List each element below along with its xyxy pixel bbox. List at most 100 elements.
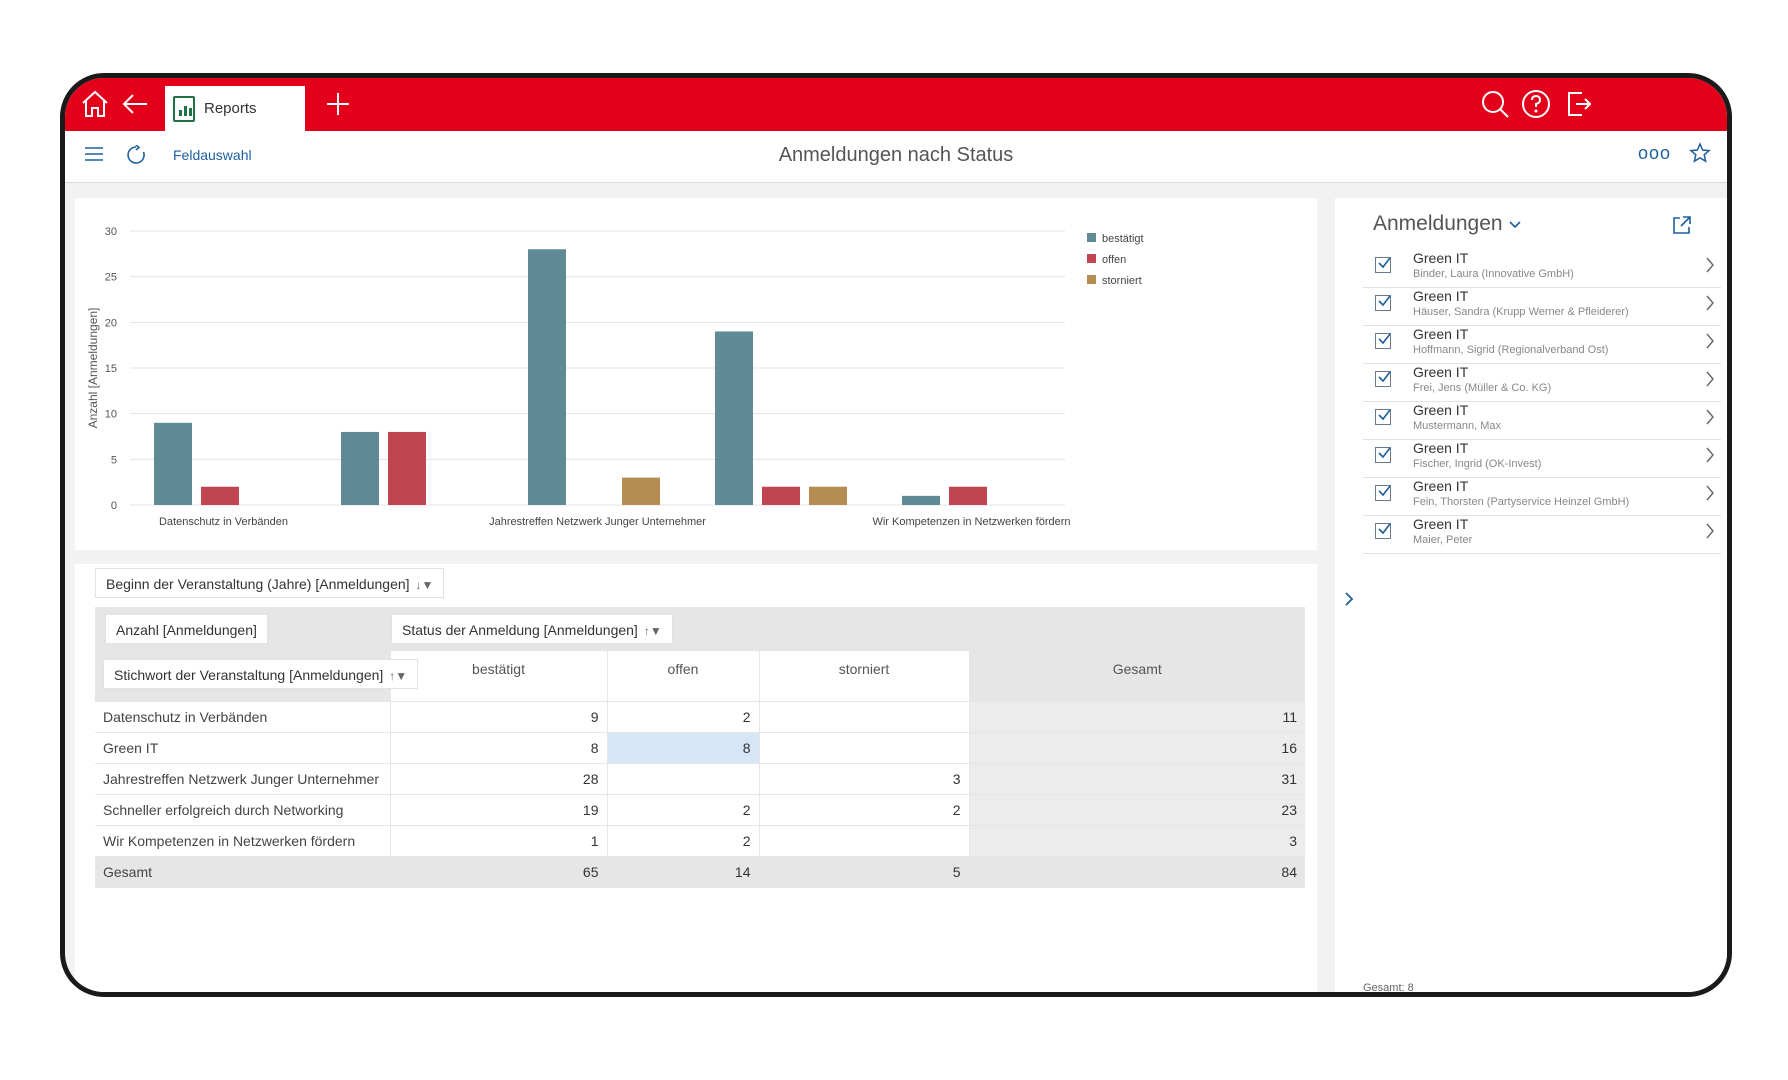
cell[interactable]: 1: [389, 825, 607, 857]
refresh-icon[interactable]: [126, 144, 146, 170]
cell[interactable]: [758, 701, 969, 733]
chevron-right-icon[interactable]: [1705, 522, 1715, 545]
cell[interactable]: [758, 732, 969, 764]
cell[interactable]: 2: [606, 825, 759, 857]
list-item[interactable]: Green IT Maier, Peter: [1363, 511, 1721, 554]
page-title: Anmeldungen nach Status: [778, 144, 1014, 166]
checkbox-checked-icon[interactable]: [1375, 333, 1391, 349]
sort-filter-icon[interactable]: ↓▼: [415, 578, 434, 592]
total-cell[interactable]: 23: [968, 794, 1305, 826]
hamburger-menu-icon[interactable]: [85, 147, 103, 166]
list-title-dropdown[interactable]: Anmeldungen: [1373, 212, 1522, 236]
total-cell[interactable]: 84: [968, 856, 1305, 888]
column-header[interactable]: Gesamt: [968, 651, 1305, 702]
app-header: Reports: [65, 78, 1727, 131]
list-item[interactable]: Green IT Fein, Thorsten (Partyservice Hei…: [1363, 473, 1721, 516]
filter-field-chip[interactable]: Beginn der Veranstaltung (Jahre) [Anmeld…: [95, 568, 445, 598]
bar: [528, 249, 566, 505]
more-options-icon[interactable]: ooo: [1637, 143, 1671, 163]
chevron-right-icon[interactable]: [1705, 256, 1715, 279]
legend-label: bestätigt: [1102, 233, 1144, 245]
chevron-right-icon[interactable]: [1705, 408, 1715, 431]
total-cell[interactable]: 14: [606, 856, 759, 888]
table-row[interactable]: Wir Kompetenzen in Netzwerken fördern 1 …: [95, 825, 1305, 857]
back-icon[interactable]: [117, 86, 153, 122]
favorite-star-icon[interactable]: [1689, 142, 1711, 169]
total-row[interactable]: Gesamt 65 14 5 84: [95, 856, 1305, 888]
plus-icon[interactable]: [320, 86, 356, 122]
chevron-right-icon[interactable]: [1705, 294, 1715, 317]
y-tick-label: 5: [111, 454, 117, 466]
list-item[interactable]: Green IT Fischer, Ingrid (OK-Invest): [1363, 435, 1721, 478]
checkbox-checked-icon[interactable]: [1375, 371, 1391, 387]
cell[interactable]: 19: [389, 794, 607, 826]
table-row[interactable]: Jahrestreffen Netzwerk Junger Unternehme…: [95, 763, 1305, 795]
total-cell[interactable]: 65: [389, 856, 607, 888]
cell[interactable]: 2: [606, 701, 759, 733]
chevron-right-icon[interactable]: [1705, 332, 1715, 355]
row-field-label: Stichwort der Veranstaltung [Anmeldungen…: [114, 667, 384, 683]
list-item[interactable]: Green IT Mustermann, Max: [1363, 397, 1721, 440]
measure-field-chip[interactable]: Anzahl [Anmeldungen]: [105, 614, 268, 644]
toolbar: Feldauswahl Anmeldungen nach Status ooo: [65, 131, 1727, 183]
column-header[interactable]: bestätigt: [389, 651, 607, 702]
cell[interactable]: 2: [606, 794, 759, 826]
logout-icon[interactable]: [1560, 86, 1596, 122]
table-row[interactable]: Green IT 8 8 16: [95, 732, 1305, 764]
row-label: Datenschutz in Verbänden: [95, 701, 390, 733]
spreadsheet-icon: [173, 95, 195, 122]
list-item[interactable]: Green IT Häuser, Sandra (Krupp Werner & P…: [1363, 283, 1721, 326]
list-item-subtitle: Maier, Peter: [1413, 534, 1473, 546]
field-selection-link[interactable]: Feldauswahl: [173, 147, 252, 163]
cell[interactable]: 9: [389, 701, 607, 733]
total-cell[interactable]: 31: [968, 763, 1305, 795]
row-label: Schneller erfolgreich durch Networking: [95, 794, 390, 826]
bar: [341, 431, 379, 505]
cell[interactable]: 2: [758, 794, 969, 826]
selected-cell[interactable]: 8: [606, 732, 759, 764]
checkbox-checked-icon[interactable]: [1375, 485, 1391, 501]
chevron-right-icon[interactable]: [1343, 591, 1355, 612]
column-field-chip[interactable]: Status der Anmeldung [Anmeldungen] ↑▼: [391, 614, 673, 644]
cell[interactable]: [606, 763, 759, 795]
row-label: Green IT: [95, 732, 390, 764]
table-row[interactable]: Datenschutz in Verbänden 9 2 11: [95, 701, 1305, 733]
total-cell[interactable]: 16: [968, 732, 1305, 764]
tab-reports[interactable]: Reports: [165, 86, 305, 131]
column-header[interactable]: storniert: [758, 651, 969, 702]
checkbox-checked-icon[interactable]: [1375, 523, 1391, 539]
chevron-right-icon[interactable]: [1705, 370, 1715, 393]
list-item[interactable]: Green IT Frei, Jens (Müller & Co. KG): [1363, 359, 1721, 402]
total-cell[interactable]: 3: [968, 825, 1305, 857]
checkbox-checked-icon[interactable]: [1375, 447, 1391, 463]
column-header[interactable]: offen: [606, 651, 759, 702]
legend-label: offen: [1102, 254, 1126, 266]
cell[interactable]: 8: [389, 732, 607, 764]
checkbox-checked-icon[interactable]: [1375, 257, 1391, 273]
help-icon[interactable]: [1518, 86, 1554, 122]
total-cell[interactable]: 5: [758, 856, 969, 888]
list-item-title: Green IT: [1413, 402, 1469, 418]
checkbox-checked-icon[interactable]: [1375, 295, 1391, 311]
bar: [201, 486, 239, 505]
search-icon[interactable]: [1477, 86, 1513, 122]
list-item[interactable]: Green IT Hoffmann, Sigrid (Regionalverban…: [1363, 321, 1721, 364]
row-field-chip[interactable]: Stichwort der Veranstaltung [Anmeldungen…: [103, 659, 419, 689]
cell[interactable]: 28: [389, 763, 607, 795]
y-tick-label: 25: [105, 272, 117, 284]
sort-filter-icon[interactable]: ↑▼: [643, 624, 662, 638]
sort-filter-icon[interactable]: ↑▼: [389, 669, 408, 683]
chevron-right-icon[interactable]: [1705, 484, 1715, 507]
cell[interactable]: [758, 825, 969, 857]
open-external-icon[interactable]: [1671, 214, 1693, 241]
bar: [622, 477, 660, 505]
checkbox-checked-icon[interactable]: [1375, 409, 1391, 425]
cell[interactable]: 3: [758, 763, 969, 795]
home-icon[interactable]: [77, 86, 113, 122]
bar: [949, 486, 987, 505]
list-item-title: Green IT: [1413, 250, 1469, 266]
chevron-right-icon[interactable]: [1705, 446, 1715, 469]
total-cell[interactable]: 11: [968, 701, 1305, 733]
table-row[interactable]: Schneller erfolgreich durch Networking 1…: [95, 794, 1305, 826]
list-item[interactable]: Green IT Binder, Laura (Innovative GmbH): [1363, 245, 1721, 288]
